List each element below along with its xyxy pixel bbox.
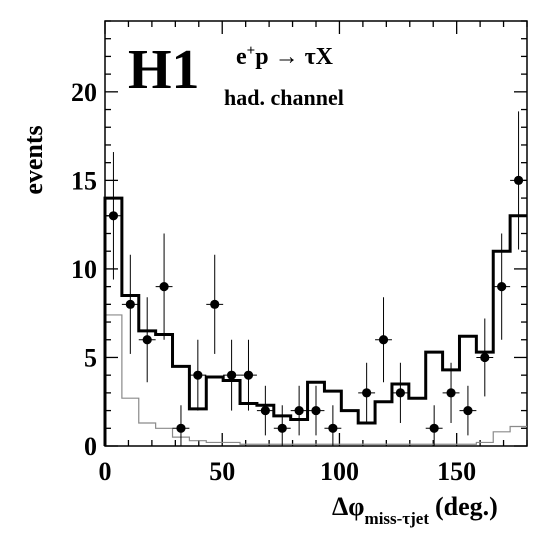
data-marker — [480, 352, 490, 363]
data-marker — [513, 175, 524, 185]
data-point — [189, 339, 207, 411]
data-marker — [328, 423, 338, 433]
data-marker — [429, 423, 439, 433]
data-marker — [159, 282, 169, 292]
data-point — [493, 233, 511, 340]
x-tick-label: 50 — [209, 457, 235, 486]
data-points — [105, 111, 527, 446]
background-histogram — [104, 314, 527, 446]
y-tick-label: 5 — [84, 343, 97, 372]
x-axis-label: Δφmiss-τjet (deg.) — [332, 492, 498, 528]
data-point — [223, 339, 241, 411]
data-point — [358, 362, 376, 423]
data-point — [172, 405, 190, 446]
y-tick-label: 20 — [71, 78, 97, 107]
data-marker — [378, 335, 389, 345]
data-marker — [108, 211, 119, 221]
data-point — [105, 152, 122, 280]
channel-label: had. channel — [224, 85, 344, 110]
data-point — [273, 405, 291, 446]
data-point — [391, 362, 409, 423]
data-marker — [210, 299, 220, 309]
data-marker — [362, 388, 372, 398]
y-tick-label: 15 — [71, 166, 97, 195]
data-point — [442, 362, 460, 423]
data-point — [324, 405, 342, 446]
data-point — [256, 385, 274, 436]
data-point — [121, 254, 139, 354]
y-axis-label: events — [19, 125, 48, 194]
y-tick-label: 10 — [71, 255, 97, 284]
data-point — [138, 297, 156, 383]
data-marker — [311, 405, 321, 416]
data-marker — [277, 423, 287, 433]
axis-ticks — [104, 20, 528, 447]
data-marker — [176, 423, 186, 433]
data-marker — [463, 405, 473, 416]
data-point — [425, 405, 443, 446]
data-point — [375, 297, 392, 383]
data-point — [240, 339, 257, 411]
data-point — [510, 111, 527, 250]
y-tick-label: 0 — [84, 432, 97, 461]
h1-logo: H1 — [128, 39, 200, 101]
data-marker — [497, 282, 507, 292]
data-marker — [227, 370, 237, 380]
data-point — [307, 385, 325, 436]
data-marker — [125, 299, 135, 309]
data-marker — [260, 405, 270, 416]
data-marker — [142, 335, 152, 345]
data-point — [290, 385, 308, 436]
data-marker — [243, 370, 254, 380]
data-marker — [193, 370, 203, 380]
data-marker — [395, 388, 405, 398]
x-tick-label: 150 — [437, 457, 476, 486]
x-tick-labels: 0 50 100 150 — [99, 457, 477, 486]
x-tick-label: 100 — [320, 457, 359, 486]
x-tick-label: 0 — [99, 457, 112, 486]
data-marker — [446, 388, 456, 398]
process-label: e+p → τX — [236, 43, 334, 70]
data-point — [155, 233, 173, 340]
y-tick-labels: 0 5 10 15 20 — [71, 78, 97, 461]
total-prediction-histogram — [103, 196, 527, 446]
data-point — [459, 385, 477, 436]
data-point — [206, 254, 224, 354]
data-point — [476, 318, 494, 397]
data-marker — [294, 405, 304, 416]
